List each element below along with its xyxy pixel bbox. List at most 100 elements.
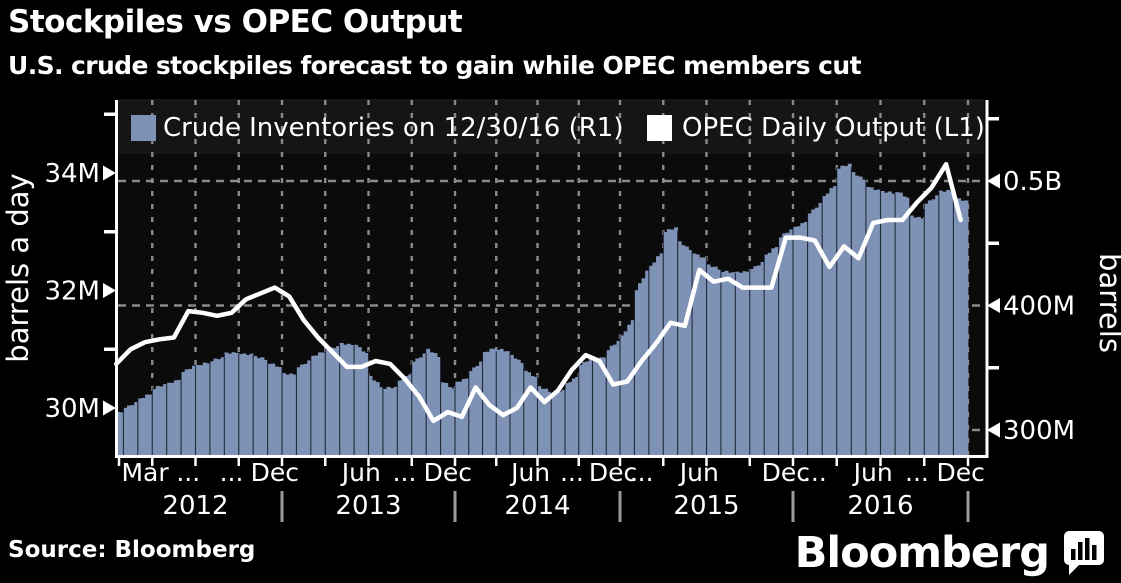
x-month-label: ... bbox=[630, 458, 654, 487]
inventory-bar bbox=[314, 355, 319, 457]
bar-month-separator bbox=[238, 353, 240, 457]
legend-band bbox=[118, 99, 984, 154]
x-month-label: ... bbox=[393, 458, 417, 487]
bar-month-separator bbox=[324, 348, 326, 457]
inventory-bar bbox=[935, 195, 940, 457]
inventory-bar bbox=[224, 352, 229, 457]
inventory-bar bbox=[938, 190, 943, 457]
inventory-bar bbox=[415, 358, 420, 457]
inventory-bar bbox=[756, 265, 761, 457]
bar-month-separator bbox=[550, 389, 552, 457]
inventory-bar bbox=[544, 388, 549, 457]
inventory-bar bbox=[547, 391, 552, 457]
inventory-bar bbox=[630, 320, 635, 457]
inventory-bar bbox=[774, 247, 779, 457]
inventory-bar bbox=[833, 186, 838, 457]
x-month-label: Dec bbox=[937, 458, 985, 487]
bar-month-separator bbox=[151, 387, 153, 457]
inventory-bar bbox=[554, 390, 559, 457]
right-axis-arrow-tick bbox=[987, 173, 1000, 189]
year-separator bbox=[791, 491, 795, 522]
inventory-bar bbox=[433, 353, 438, 457]
inventory-bar bbox=[163, 384, 168, 457]
x-month-label: Dec bbox=[251, 458, 299, 487]
inventory-bar bbox=[455, 381, 459, 457]
inventory-bar bbox=[634, 290, 639, 457]
inventory-bar bbox=[527, 372, 532, 457]
legend-swatch-opec-output bbox=[647, 115, 672, 141]
inventory-bar bbox=[659, 253, 664, 457]
inventory-bar bbox=[318, 352, 323, 457]
inventory-bar bbox=[851, 172, 856, 457]
x-axis-tick bbox=[577, 458, 580, 466]
inventory-bar bbox=[749, 269, 754, 457]
inventory-bar bbox=[738, 272, 743, 457]
bloomberg-logo: Bloomberg bbox=[795, 529, 1107, 575]
inventory-bar bbox=[191, 365, 196, 457]
inventory-bar bbox=[702, 257, 707, 457]
inventory-bar bbox=[713, 266, 718, 457]
inventory-bar bbox=[942, 191, 947, 457]
x-axis-tick bbox=[791, 458, 795, 466]
inventory-bar bbox=[227, 353, 232, 457]
x-axis-tick bbox=[923, 458, 926, 466]
x-month-label: Jun bbox=[852, 458, 893, 487]
inventory-bar bbox=[663, 232, 668, 457]
inventory-bar bbox=[296, 367, 301, 457]
inventory-bar bbox=[530, 376, 535, 457]
inventory-bar bbox=[720, 271, 725, 457]
inventory-bar bbox=[606, 350, 611, 457]
inventory-bar bbox=[271, 363, 276, 457]
inventory-bar bbox=[728, 272, 733, 457]
bar-month-separator bbox=[894, 193, 896, 457]
inventory-bar bbox=[520, 362, 525, 457]
inventory-bar bbox=[282, 373, 287, 457]
x-month-label: Dec bbox=[589, 458, 637, 487]
inventory-bar bbox=[782, 233, 787, 457]
inventory-bar bbox=[339, 342, 344, 457]
inventory-bar bbox=[771, 248, 776, 457]
inventory-bar bbox=[418, 357, 423, 457]
bar-month-separator bbox=[310, 355, 312, 457]
inventory-bar bbox=[891, 193, 896, 457]
x-year-label: 2013 bbox=[335, 491, 401, 521]
inventory-bar bbox=[551, 393, 556, 457]
inventory-bar bbox=[492, 348, 497, 457]
inventory-bar bbox=[558, 391, 562, 457]
bar-month-separator bbox=[468, 367, 470, 457]
x-axis-tick bbox=[367, 458, 370, 466]
bar-month-separator bbox=[295, 365, 297, 457]
inventory-bar bbox=[641, 278, 646, 457]
inventory-bar bbox=[242, 353, 247, 457]
inventory-bar bbox=[166, 382, 171, 457]
inventory-bar bbox=[332, 348, 337, 457]
inventory-bar bbox=[141, 397, 146, 457]
x-month-label: Jun bbox=[509, 458, 550, 487]
x-axis-tick bbox=[194, 458, 197, 466]
inventory-bar bbox=[336, 346, 341, 457]
inventory-bar bbox=[822, 196, 827, 457]
inventory-bar bbox=[931, 199, 936, 457]
inventory-bar bbox=[575, 377, 580, 457]
inventory-bar bbox=[869, 187, 874, 457]
inventory-bar bbox=[354, 344, 359, 457]
legend-label-crude-inventories: Crude Inventories on 12/30/16 (R1) bbox=[163, 113, 624, 143]
left-axis-arrow-tick bbox=[103, 400, 116, 416]
year-separator bbox=[966, 491, 970, 522]
inventory-bar bbox=[346, 343, 351, 457]
inventory-bar bbox=[670, 229, 675, 457]
x-axis-tick bbox=[453, 458, 457, 466]
inventory-bar bbox=[807, 213, 812, 457]
inventory-bar bbox=[468, 371, 473, 457]
year-separator bbox=[280, 491, 284, 522]
bar-month-separator bbox=[778, 234, 780, 457]
inventory-bar bbox=[909, 215, 914, 457]
bar-month-separator bbox=[591, 360, 594, 457]
right-axis-arrow-tick bbox=[987, 422, 1000, 438]
x-month-label: ... bbox=[220, 458, 244, 487]
inventory-bar bbox=[285, 374, 290, 457]
inventory-bar bbox=[206, 363, 211, 457]
inventory-bar bbox=[638, 283, 643, 457]
right-axis-tick-label: 0.5B bbox=[1003, 167, 1062, 197]
